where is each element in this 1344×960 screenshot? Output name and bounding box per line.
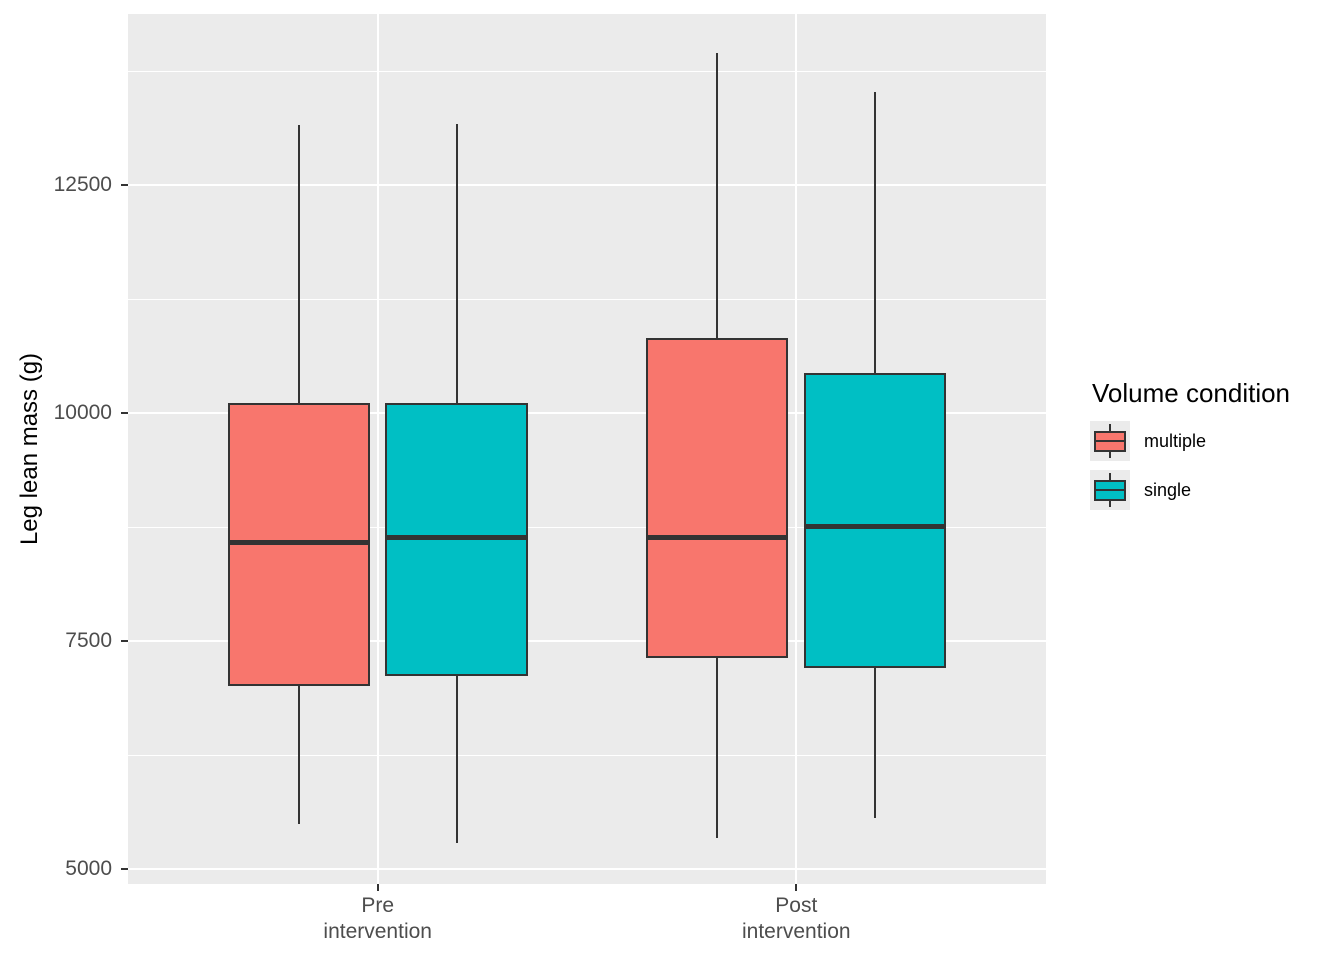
legend-key-median — [1094, 489, 1126, 491]
gridline-minor — [128, 754, 1046, 756]
gridline-minor — [128, 526, 1046, 528]
gridline-vertical — [795, 14, 798, 884]
gridline-minor — [128, 298, 1046, 300]
x-tick-mark — [795, 884, 798, 891]
gridline-major — [128, 867, 1046, 870]
median-line — [227, 539, 370, 545]
y-tick-label: 12500 — [53, 172, 112, 196]
x-tick-mark — [376, 884, 379, 891]
y-tick-mark — [121, 183, 128, 186]
whisker-lower — [716, 658, 719, 838]
gridline-major — [128, 411, 1046, 414]
legend-key-median — [1094, 440, 1126, 442]
boxplot-box — [804, 372, 947, 669]
whisker-upper — [874, 91, 877, 373]
whisker-lower — [297, 685, 300, 825]
median-line — [385, 535, 528, 540]
gridline-vertical — [376, 14, 379, 884]
legend-key-boxplot-icon — [1090, 470, 1130, 510]
median-line — [804, 524, 947, 530]
legend-label: multiple — [1144, 430, 1207, 451]
whisker-upper — [716, 52, 719, 339]
x-tick-label: Post intervention — [742, 893, 851, 945]
gridline-minor — [128, 70, 1046, 72]
x-tick-label-line: Post — [775, 894, 818, 917]
legend-item: multiple — [1090, 421, 1290, 461]
legend: Volume condition multiple single — [1082, 378, 1290, 510]
legend-item: single — [1090, 470, 1290, 510]
y-tick-label: 7500 — [65, 628, 112, 652]
x-tick-label: Pre intervention — [323, 893, 432, 945]
boxplot-box — [646, 338, 789, 659]
legend-key-boxplot-icon — [1090, 421, 1130, 461]
legend-title: Volume condition — [1092, 378, 1291, 408]
gridline-major — [128, 639, 1046, 642]
legend-entries: multiple single — [1082, 421, 1290, 510]
gridline-major — [128, 183, 1046, 186]
y-tick-mark — [121, 639, 128, 642]
x-tick-label-line: intervention — [742, 920, 851, 943]
median-line — [646, 535, 789, 540]
y-tick-label: 10000 — [53, 400, 112, 424]
y-axis-title: Leg lean mass (g) — [16, 352, 43, 546]
whisker-lower — [874, 668, 877, 818]
whisker-lower — [455, 675, 458, 844]
y-tick-mark — [121, 411, 128, 414]
plot-panel — [128, 14, 1046, 884]
legend-label: single — [1144, 479, 1192, 500]
whisker-upper — [455, 123, 458, 403]
x-tick-label-line: Pre — [361, 894, 395, 917]
y-tick-label: 5000 — [65, 856, 112, 880]
whisker-upper — [297, 124, 300, 403]
x-tick-label-line: intervention — [323, 920, 432, 943]
y-tick-mark — [121, 867, 128, 870]
